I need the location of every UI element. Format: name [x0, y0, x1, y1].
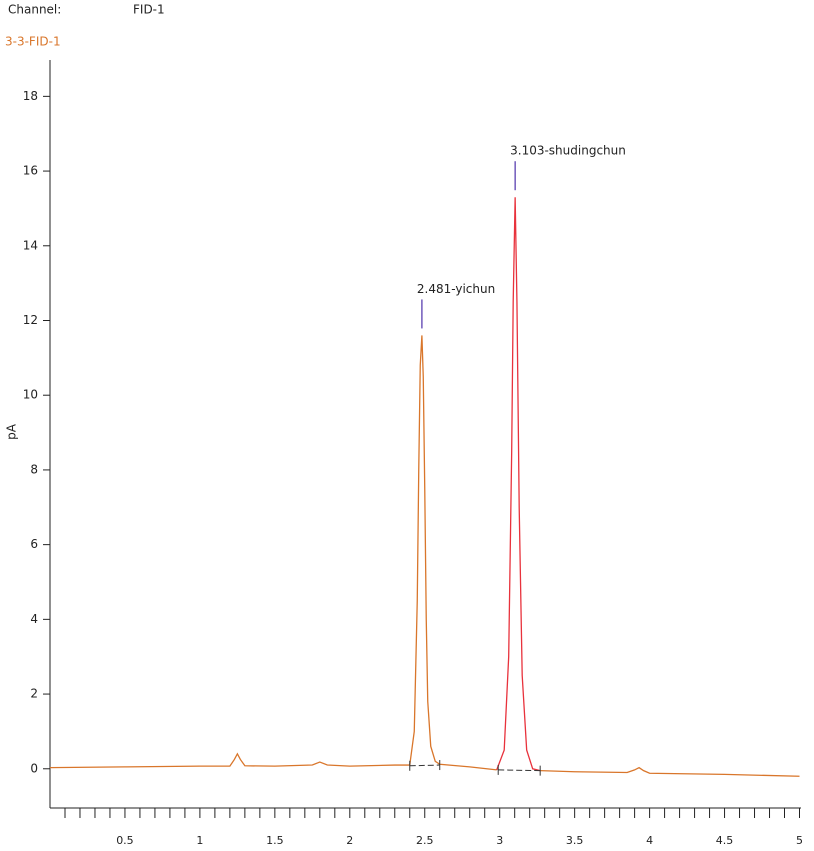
y-tick-label: 6	[30, 537, 38, 551]
peak-label: 3.103-shudingchun	[510, 144, 626, 158]
y-tick-label: 8	[30, 462, 38, 476]
y-tick-label: 14	[23, 238, 38, 252]
x-tick-label: 1	[196, 834, 203, 847]
trace	[496, 197, 541, 772]
y-tick-label: 10	[23, 388, 38, 402]
peak-label: 2.481-yichun	[417, 282, 495, 296]
y-tick-label: 4	[30, 612, 38, 626]
y-tick-label: 18	[23, 89, 38, 103]
channel-value: FID-1	[133, 3, 165, 17]
y-tick-label: 16	[23, 164, 38, 178]
x-tick-label: 4	[646, 834, 653, 847]
y-axis-label: pA	[5, 423, 19, 440]
y-tick-label: 12	[23, 313, 38, 327]
channel-label: Channel:	[8, 3, 61, 17]
chart-title: 3-3-FID-1	[5, 35, 61, 49]
x-tick-label: 3	[496, 834, 503, 847]
y-tick-label: 0	[30, 761, 38, 775]
x-tick-label: 4.5	[716, 834, 734, 847]
x-tick-label: 1.5	[266, 834, 284, 847]
x-tick-label: 0.5	[116, 834, 134, 847]
x-tick-label: 2	[346, 834, 353, 847]
integration-baseline	[409, 764, 440, 767]
x-tick-label: 5	[796, 834, 803, 847]
trace	[49, 335, 800, 777]
integration-baseline	[498, 769, 541, 772]
x-tick-label: 3.5	[566, 834, 584, 847]
x-tick-label: 2.5	[416, 834, 434, 847]
y-tick-label: 2	[30, 687, 38, 701]
